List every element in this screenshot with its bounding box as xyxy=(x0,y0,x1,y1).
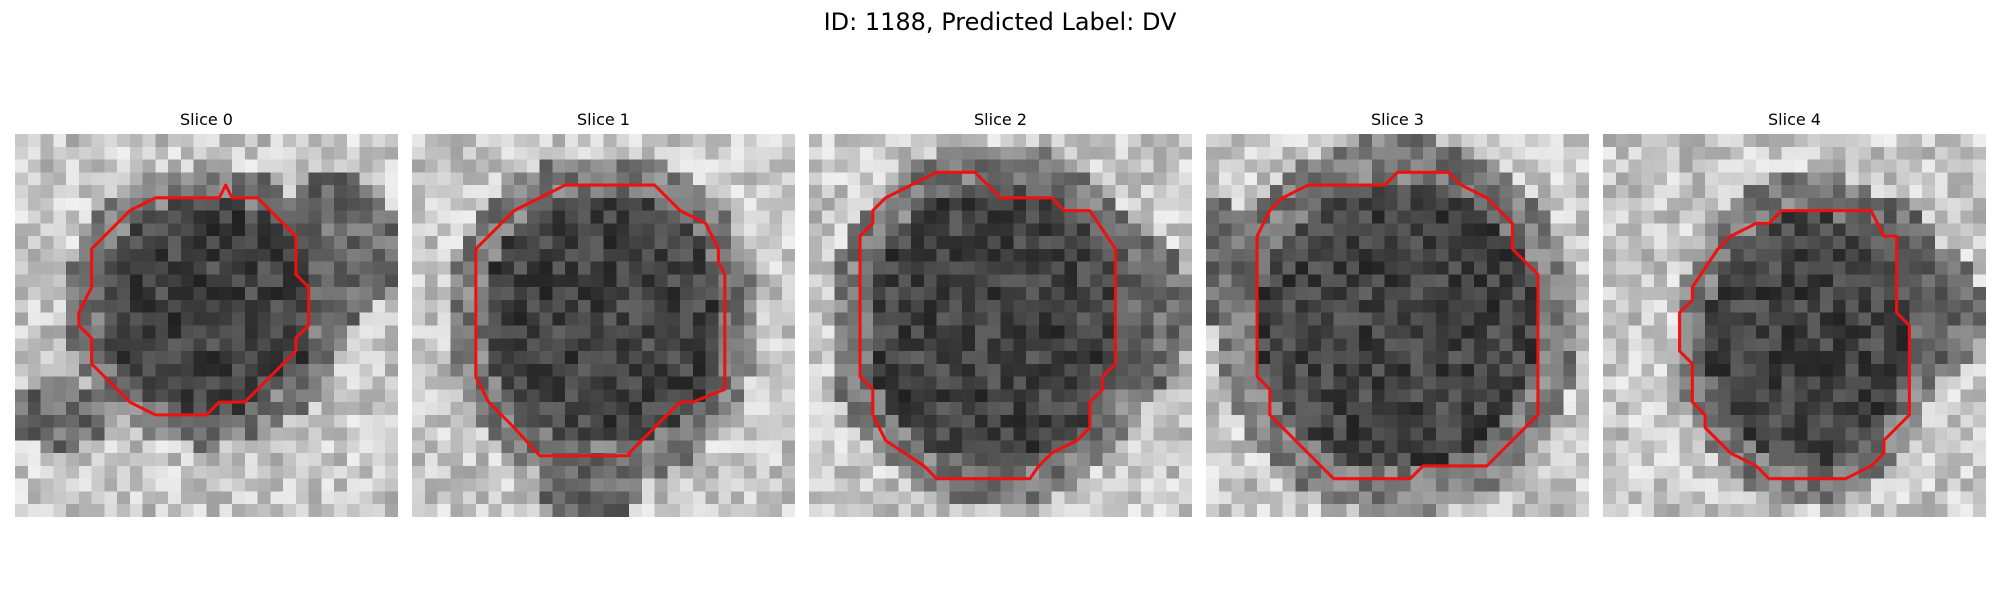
slice-panel-0: Slice 0 xyxy=(15,108,398,518)
nodule-contour-1 xyxy=(474,183,727,458)
slice-image-1 xyxy=(412,134,795,517)
slice-title-4: Slice 4 xyxy=(1768,110,1821,129)
slice-panel-3: Slice 3 xyxy=(1206,108,1589,518)
slice-image-2 xyxy=(809,134,1192,517)
slice-image-4 xyxy=(1603,134,1986,517)
slice-image-3 xyxy=(1206,134,1589,517)
slice-panel-1: Slice 1 xyxy=(412,108,795,518)
slice-title-3: Slice 3 xyxy=(1371,110,1424,129)
slice-title-1: Slice 1 xyxy=(577,110,630,129)
slice-title-2: Slice 2 xyxy=(974,110,1027,129)
nodule-contour-2 xyxy=(858,170,1117,481)
nodule-contour-0 xyxy=(77,183,311,417)
figure-title: ID: 1188, Predicted Label: DV xyxy=(823,8,1177,36)
nodule-contour-4 xyxy=(1678,209,1911,481)
slice-panel-2: Slice 2 xyxy=(809,108,1192,518)
slice-title-0: Slice 0 xyxy=(180,110,233,129)
nodule-contour-3 xyxy=(1255,170,1540,481)
slice-image-0 xyxy=(15,134,398,517)
slice-panel-4: Slice 4 xyxy=(1603,108,1986,518)
